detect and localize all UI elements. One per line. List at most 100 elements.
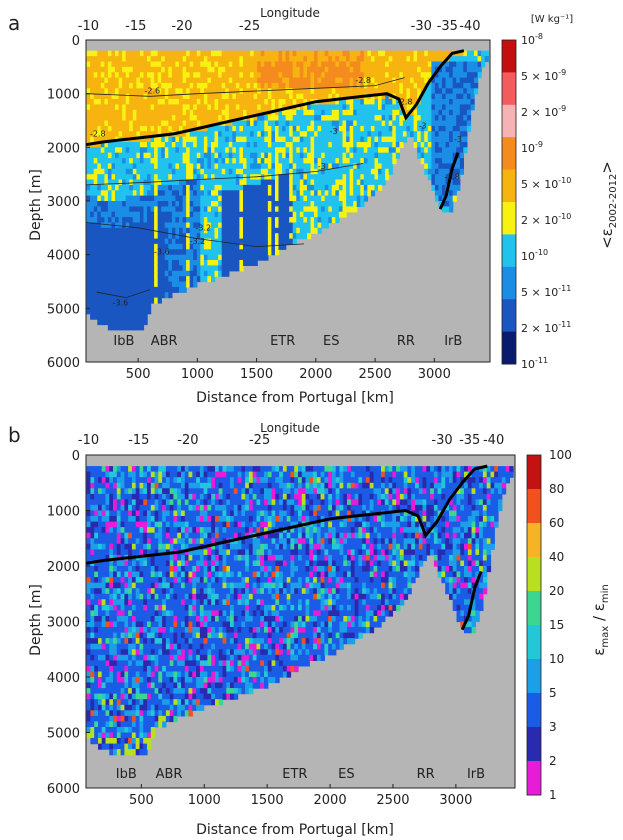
a-heatmap-cell <box>168 292 173 299</box>
b-heatmap-cell <box>113 510 118 517</box>
a-heatmap-cell <box>182 147 187 154</box>
a-heatmap-cell <box>136 260 141 266</box>
b-heatmap-cell <box>128 688 133 695</box>
a-heatmap-cell <box>86 270 91 277</box>
a-heatmap-cell <box>260 168 265 175</box>
a-heatmap-cell <box>239 72 244 79</box>
a-heatmap-cell <box>271 152 276 159</box>
a-heatmap-cell <box>86 120 91 127</box>
a-heatmap-cell <box>410 61 415 68</box>
a-heatmap-cell <box>243 206 248 213</box>
a-heatmap-cell <box>260 174 265 181</box>
a-heatmap-cell <box>267 56 273 63</box>
b-heatmap-cell <box>105 593 110 600</box>
a-heatmap-cell <box>250 131 255 138</box>
a-heatmap-cell <box>171 109 177 116</box>
a-heatmap-cell <box>161 179 166 186</box>
a-heatmap-cell <box>193 222 198 229</box>
a-heatmap-cell <box>118 190 123 197</box>
a-heatmap-cell <box>338 136 344 143</box>
a-heatmap-cell <box>449 66 454 73</box>
a-heatmap-cell <box>303 136 308 143</box>
b-heatmap-cell <box>94 466 99 473</box>
b-heatmap-cell <box>105 532 110 539</box>
a-heatmap-cell <box>388 131 393 138</box>
b-heatmap-cell <box>116 749 122 756</box>
b-heatmap-cell <box>120 466 125 473</box>
a-heatmap-cell <box>107 281 113 288</box>
a-heatmap-cell <box>136 211 141 218</box>
b-heatmap-cell <box>113 699 118 706</box>
a-heatmap-cell <box>360 99 365 105</box>
b-heatmap-cell <box>150 543 156 550</box>
a-heatmap-cell <box>285 136 290 143</box>
b-heatmap-cell <box>86 704 91 711</box>
a-heatmap-cell <box>150 286 155 293</box>
a-heatmap-cell <box>434 72 440 79</box>
a-heatmap-cell <box>186 249 191 256</box>
a-lon-tick-label: -15 <box>125 19 146 34</box>
a-heatmap-cell <box>449 99 454 105</box>
panel-a-colorbar-tick-label: 2 × 10-11 <box>521 320 571 335</box>
a-heatmap-cell <box>370 152 376 159</box>
a-heatmap-cell <box>314 125 319 132</box>
a-heatmap-cell <box>335 217 340 224</box>
a-heatmap-cell <box>122 313 127 320</box>
a-heatmap-cell <box>200 174 205 181</box>
a-heatmap-cell <box>147 158 152 165</box>
a-heatmap-cell <box>452 82 457 89</box>
a-heatmap-cell <box>118 115 123 122</box>
a-heatmap-cell <box>402 125 408 132</box>
b-heatmap-cell <box>94 693 99 700</box>
a-heatmap-cell <box>171 249 177 256</box>
b-heatmap-cell <box>90 488 95 495</box>
a-heatmap-cell <box>139 260 145 266</box>
a-heatmap-cell <box>282 109 287 116</box>
a-heatmap-cell <box>214 179 219 186</box>
a-heatmap-cell <box>299 77 304 84</box>
a-heatmap-cell <box>303 99 308 105</box>
b-heatmap-cell <box>90 677 95 684</box>
a-heatmap-cell <box>107 303 113 309</box>
a-heatmap-cell <box>147 109 152 116</box>
b-heatmap-cell <box>101 632 107 639</box>
b-heatmap-cell <box>143 715 148 723</box>
a-heatmap-cell <box>186 195 191 202</box>
a-heatmap-cell <box>189 136 194 143</box>
a-heatmap-cell <box>367 109 372 116</box>
a-heatmap-cell <box>278 195 283 202</box>
b-heatmap-cell <box>128 599 133 606</box>
a-heatmap-cell <box>328 163 333 170</box>
a-heatmap-cell <box>90 72 95 79</box>
b-heatmap-cell <box>116 599 122 606</box>
a-heatmap-cell <box>196 99 201 105</box>
panel-a-contour-label: -2.6 <box>144 87 160 96</box>
a-heatmap-cell <box>218 233 223 240</box>
a-heatmap-cell <box>193 77 198 84</box>
a-heatmap-cell <box>260 136 265 143</box>
b-heatmap-cell <box>109 738 114 745</box>
a-heatmap-cell <box>370 61 376 68</box>
a-heatmap-cell <box>264 72 269 79</box>
a-heatmap-cell <box>385 152 390 159</box>
a-heatmap-cell <box>161 93 166 100</box>
a-heatmap-cell <box>147 82 152 89</box>
a-heatmap-cell <box>207 265 212 272</box>
a-heatmap-cell <box>353 88 358 95</box>
b-heatmap-cell <box>105 571 110 578</box>
a-heatmap-cell <box>289 50 294 57</box>
a-heatmap-cell <box>157 184 162 191</box>
b-heatmap-cell <box>147 638 152 645</box>
a-heatmap-cell <box>296 142 301 148</box>
a-heatmap-cell <box>275 211 280 218</box>
b-heatmap-cell <box>124 499 129 506</box>
b-heatmap-cell <box>86 621 91 628</box>
a-heatmap-cell <box>267 243 273 250</box>
b-heatmap-cell <box>124 593 129 600</box>
a-heatmap-cell <box>168 190 173 197</box>
a-heatmap-cell <box>307 195 312 202</box>
a-heatmap-cell <box>139 56 145 63</box>
a-heatmap-cell <box>168 50 173 57</box>
a-heatmap-cell <box>221 265 226 272</box>
b-heatmap-cell <box>139 688 144 695</box>
